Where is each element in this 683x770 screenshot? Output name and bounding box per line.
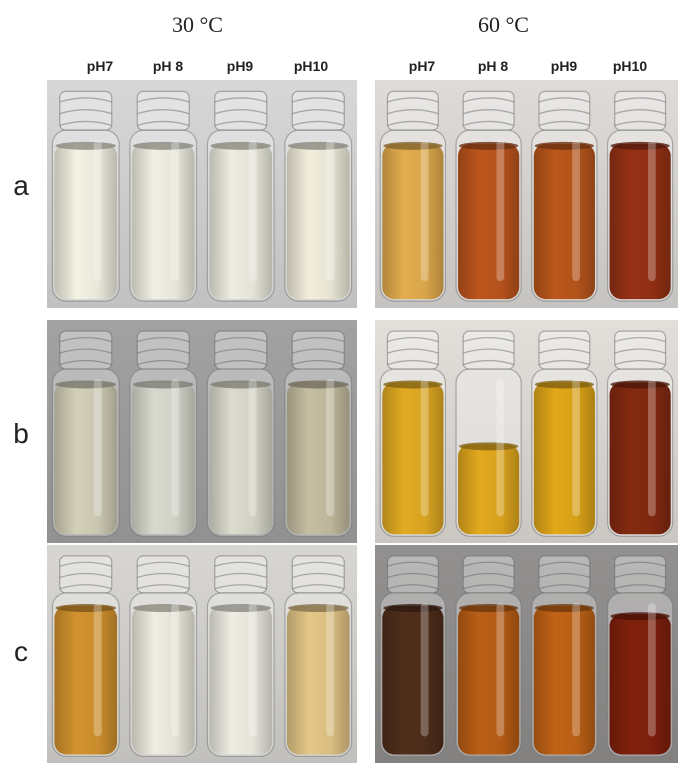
vials-photo [47,545,357,763]
ph-label-left-3: pH9 [226,58,254,74]
photo-panel-a-60c [375,80,678,308]
ph-label-right-1: pH7 [408,58,436,74]
photo-panel-a-30c [47,80,357,308]
temp-60c-label: 60 °C [478,12,529,37]
ph-label-right-4: pH10 [612,58,648,74]
vials-photo [375,545,678,763]
photo-panel-c-60c [375,545,678,763]
photo-panel-b-30c [47,320,357,543]
photo-panel-b-60c [375,320,678,543]
row-label-a: a [13,170,29,201]
row-label-c: c [14,636,28,667]
temp-30c-label: 30 °C [172,12,223,37]
ph-label-right-3: pH9 [550,58,578,74]
ph-label-left-4: pH10 [293,58,329,74]
row-label-b: b [13,418,29,449]
ph-label-left-2: pH 8 [152,58,184,74]
photo-panel-c-30c [47,545,357,763]
ph-label-right-2: pH 8 [477,58,509,74]
vials-photo [47,320,357,543]
vials-photo [375,80,678,308]
ph-label-left-1: pH7 [86,58,114,74]
vials-photo [47,80,357,308]
vials-photo [375,320,678,543]
